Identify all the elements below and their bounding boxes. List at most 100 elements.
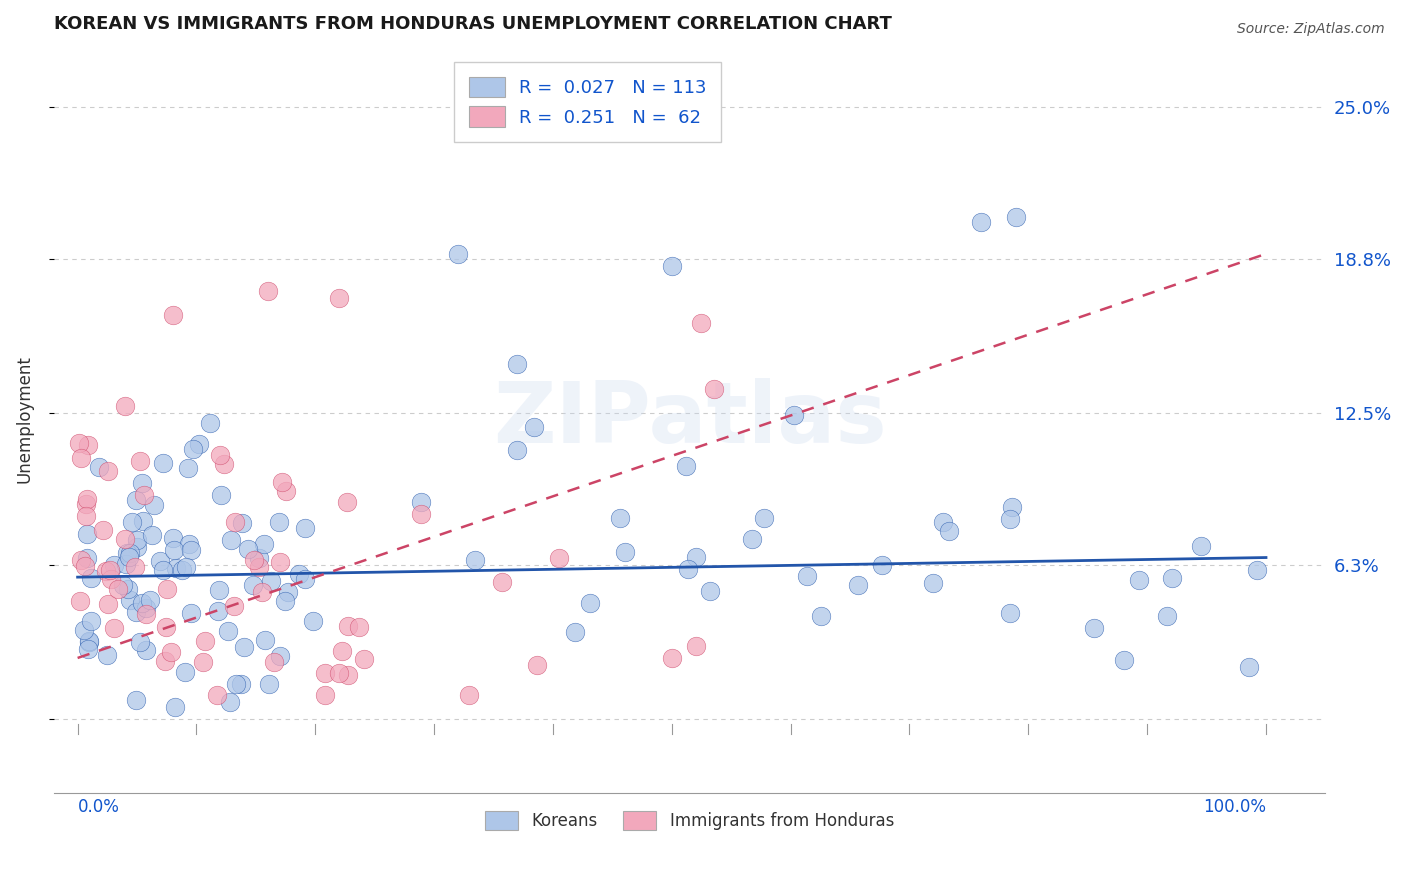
Point <box>783 408 806 422</box>
Point <box>77 633 100 648</box>
Point <box>142 499 165 513</box>
Point <box>117 582 139 597</box>
Point <box>330 644 353 658</box>
Point <box>132 514 155 528</box>
Point <box>139 592 162 607</box>
Point <box>162 308 184 322</box>
Point <box>94 564 117 578</box>
Point <box>250 584 273 599</box>
Point <box>269 648 291 663</box>
Point <box>690 317 713 331</box>
Point <box>259 574 281 588</box>
Point <box>614 544 637 558</box>
Point <box>160 645 183 659</box>
Point <box>125 606 148 620</box>
Point <box>135 601 157 615</box>
Point <box>97 598 120 612</box>
Point <box>247 550 270 565</box>
Point <box>129 453 152 467</box>
Point <box>1083 621 1105 635</box>
Point <box>69 594 91 608</box>
Point <box>114 532 136 546</box>
Point <box>242 578 264 592</box>
Point <box>115 546 138 560</box>
Point <box>491 574 513 589</box>
Point <box>75 509 97 524</box>
Point <box>336 495 359 509</box>
Point <box>91 523 114 537</box>
Point <box>174 559 197 574</box>
Point <box>98 563 121 577</box>
Point <box>135 607 157 622</box>
Point <box>269 556 291 570</box>
Point <box>131 476 153 491</box>
Point <box>111 578 134 592</box>
Point <box>1128 574 1150 588</box>
Point <box>336 618 359 632</box>
Point <box>301 614 323 628</box>
Point <box>218 695 240 709</box>
Point <box>205 688 228 702</box>
Point <box>1112 653 1135 667</box>
Point <box>80 615 103 629</box>
Point <box>141 527 163 541</box>
Point <box>193 655 215 669</box>
Point <box>132 488 155 502</box>
Point <box>523 419 546 434</box>
Point <box>932 515 955 529</box>
Point <box>129 635 152 649</box>
Point <box>79 571 101 585</box>
Point <box>464 553 486 567</box>
Point <box>257 677 280 691</box>
Point <box>229 677 252 691</box>
Point <box>796 568 818 582</box>
Point <box>1156 608 1178 623</box>
Point <box>328 666 350 681</box>
Point <box>270 475 292 490</box>
Point <box>294 572 316 586</box>
Point <box>998 606 1021 620</box>
Point <box>152 563 174 577</box>
Point <box>661 651 683 665</box>
Point <box>269 516 291 530</box>
Point <box>846 578 869 592</box>
Point <box>149 554 172 568</box>
Point <box>277 585 299 599</box>
Point <box>212 457 235 471</box>
Point <box>225 677 247 691</box>
Point <box>107 582 129 596</box>
Point <box>152 456 174 470</box>
Point <box>163 543 186 558</box>
Point <box>1246 563 1268 577</box>
Point <box>699 584 721 599</box>
Point <box>703 382 725 396</box>
Point <box>96 648 118 662</box>
Point <box>314 688 336 702</box>
Point <box>685 550 707 565</box>
Point <box>124 492 146 507</box>
Text: KOREAN VS IMMIGRANTS FROM HONDURAS UNEMPLOYMENT CORRELATION CHART: KOREAN VS IMMIGRANTS FROM HONDURAS UNEMP… <box>53 15 891 33</box>
Point <box>156 582 179 597</box>
Point <box>118 546 141 560</box>
Point <box>209 488 232 502</box>
Point <box>970 215 993 229</box>
Point <box>506 442 529 457</box>
Point <box>294 521 316 535</box>
Point <box>100 572 122 586</box>
Point <box>675 458 697 473</box>
Point <box>685 639 707 653</box>
Point <box>114 399 136 413</box>
Point <box>89 459 111 474</box>
Point <box>224 515 246 529</box>
Point <box>103 621 125 635</box>
Text: 100.0%: 100.0% <box>1204 797 1265 815</box>
Text: Source: ZipAtlas.com: Source: ZipAtlas.com <box>1237 22 1385 37</box>
Point <box>872 558 894 573</box>
Point <box>209 448 232 462</box>
Point <box>67 435 90 450</box>
Point <box>810 609 832 624</box>
Point <box>609 510 631 524</box>
Point <box>1005 210 1028 224</box>
Point <box>117 549 139 564</box>
Point <box>754 510 776 524</box>
